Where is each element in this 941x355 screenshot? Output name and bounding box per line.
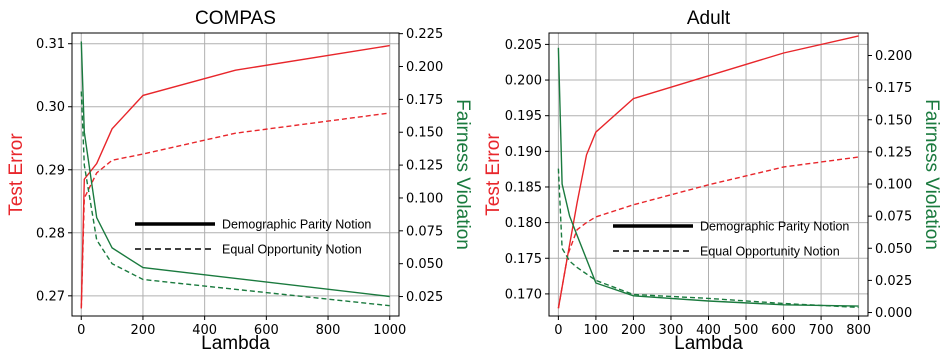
y-right-tick-label: 0.075 xyxy=(875,210,912,225)
y-left-tick-label: 0.195 xyxy=(505,109,542,124)
test-error-dashed-line xyxy=(80,112,390,309)
y-right-tick-label: 0.075 xyxy=(406,224,443,239)
legend-dashed-label: Equal Opportunity Notion xyxy=(700,245,840,259)
y-left-tick-label: 0.175 xyxy=(505,252,542,267)
y-right-tick-label: 0.025 xyxy=(406,290,443,305)
y-left-tick-label: 0.205 xyxy=(505,38,542,53)
y-left-tick-label: 0.200 xyxy=(505,74,542,89)
x-tick-label: 300 xyxy=(659,323,684,338)
x-axis-label: Lambda xyxy=(674,333,743,354)
y-right-tick-label: 0.100 xyxy=(875,178,912,193)
y-right-axis-label: Fairness Violation xyxy=(921,99,941,250)
x-tick-label: 500 xyxy=(734,323,759,338)
y-left-tick-label: 0.28 xyxy=(36,226,65,241)
y-left-tick-label: 0.190 xyxy=(505,145,542,160)
x-tick-label: 400 xyxy=(192,323,217,338)
y-right-tick-label: 0.200 xyxy=(875,49,912,64)
y-right-tick-label: 0.150 xyxy=(406,126,443,141)
y-right-tick-label: 0.050 xyxy=(406,257,443,272)
x-tick-label: 200 xyxy=(621,323,646,338)
y-left-tick-label: 0.30 xyxy=(36,100,65,115)
x-tick-label: 1000 xyxy=(373,323,406,338)
y-left-tick-label: 0.180 xyxy=(505,216,542,231)
chart-title: COMPAS xyxy=(195,8,276,29)
x-tick-label: 200 xyxy=(131,323,156,338)
y-right-tick-label: 0.000 xyxy=(875,306,912,321)
x-axis-label: Lambda xyxy=(201,333,270,354)
y-right-tick-label: 0.050 xyxy=(875,242,912,257)
y-right-tick-label: 0.100 xyxy=(406,191,443,206)
y-left-tick-label: 0.185 xyxy=(505,180,542,195)
y-right-tick-label: 0.025 xyxy=(875,274,912,289)
fairness-violation-dashed-line xyxy=(557,168,859,309)
x-tick-label: 400 xyxy=(696,323,721,338)
y-right-tick-label: 0.225 xyxy=(406,27,443,42)
y-left-axis-label: Test Error xyxy=(6,133,27,216)
test-error-solid-line xyxy=(80,44,390,309)
y-left-tick-label: 0.29 xyxy=(36,163,65,178)
x-tick-label: 700 xyxy=(809,323,834,338)
fairness-violation-solid-line xyxy=(557,47,859,307)
y-left-tick-label: 0.27 xyxy=(36,289,65,304)
y-left-axis-label: Test Error xyxy=(483,133,504,216)
y-right-tick-label: 0.125 xyxy=(875,145,912,160)
y-right-tick-label: 0.150 xyxy=(875,113,912,128)
adult-panel: 0 100 200 300 400 500 600 700 800 0.170 0.175 0.180… xyxy=(483,8,941,354)
x-tick-label: 600 xyxy=(254,323,279,338)
compas-panel: 0 200 400 600 800 1000 0.27 0.28 0.29 0.30 0.31 0.0… xyxy=(6,8,473,354)
x-tick-label: 800 xyxy=(316,323,341,338)
y-left-tick-label: 0.170 xyxy=(505,287,542,302)
y-left-tick-label: 0.31 xyxy=(36,37,65,52)
fairness-violation-dashed-line xyxy=(80,91,390,307)
fairness-violation-solid-line xyxy=(80,41,390,298)
test-error-solid-line xyxy=(557,35,859,309)
legend-solid-label: Demographic Parity Notion xyxy=(222,218,371,232)
legend-solid-label: Demographic Parity Notion xyxy=(700,220,849,234)
x-tick-label: 0 xyxy=(554,323,562,338)
x-tick-label: 800 xyxy=(846,323,871,338)
y-right-tick-label: 0.175 xyxy=(406,93,443,108)
plot-frame xyxy=(71,32,400,317)
x-tick-label: 0 xyxy=(77,323,85,338)
y-right-axis-label: Fairness Violation xyxy=(452,99,473,250)
chart-title: Adult xyxy=(687,8,731,29)
y-right-tick-label: 0.125 xyxy=(406,159,443,174)
y-right-tick-label: 0.175 xyxy=(875,81,912,96)
x-tick-label: 600 xyxy=(771,323,796,338)
test-error-dashed-line xyxy=(557,156,859,309)
x-tick-label: 100 xyxy=(583,323,608,338)
y-right-tick-label: 0.200 xyxy=(406,60,443,75)
legend-dashed-label: Equal Opportunity Notion xyxy=(222,243,362,257)
